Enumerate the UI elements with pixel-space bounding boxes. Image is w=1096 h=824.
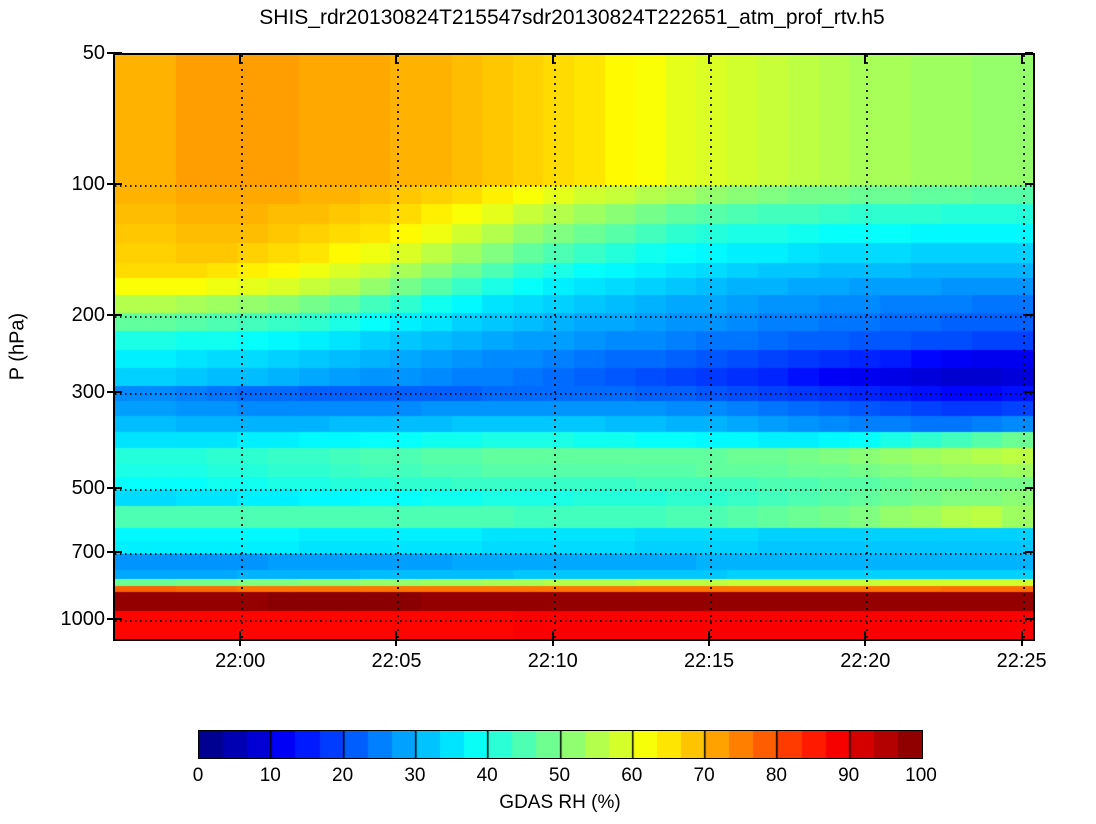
x-tick-label: 22:05 [371,650,422,672]
colorbar-tick-label: 20 [332,765,354,786]
colorbar-tick-label: 40 [476,765,498,786]
x-tick [551,631,554,646]
x-tick-label: 22:00 [215,650,266,672]
y-tick-right [1025,313,1033,316]
x-tick-top [551,55,554,64]
y-tick-right [1025,487,1033,490]
colorbar-tick-label: 50 [548,765,571,786]
colorbar [198,730,923,759]
y-tick [107,313,122,316]
colorbar-tick-label: 30 [404,765,426,786]
y-tick-right [1025,550,1033,553]
x-tick [1020,631,1023,646]
y-tick [107,52,122,54]
y-tick [107,550,122,553]
x-tick-top [708,55,711,64]
x-tick-top [1020,55,1023,64]
y-tick-right [1025,390,1033,393]
x-tick [395,631,398,646]
heatmap-canvas [115,55,1033,639]
x-tick [239,631,242,646]
y-tick [107,617,122,620]
y-tick-right [1025,617,1033,620]
colorbar-tick-label: 80 [765,765,787,786]
plot-area [113,53,1035,641]
y-tick-label: 100 [71,172,105,195]
x-tick-top [395,55,398,64]
x-tick-top [239,55,242,64]
y-axis-label: P (hPa) [6,312,29,381]
y-tick-label: 300 [71,380,105,403]
y-tick [107,487,122,490]
y-tick-right [1025,52,1033,54]
x-tick-top [864,55,867,64]
colorbar-tick-label: 60 [621,765,643,786]
colorbar-tick-label: 70 [693,765,715,786]
y-tick-right [1025,182,1033,185]
y-tick-label: 50 [82,42,105,64]
x-tick-label: 22:15 [684,650,735,672]
y-tick-label: 200 [71,303,105,326]
x-tick-label: 22:10 [527,650,578,672]
colorbar-tick-label: 90 [838,765,860,786]
x-tick-label: 22:20 [840,650,891,672]
y-tick [107,390,122,393]
x-tick [708,631,711,646]
plot-title: SHIS_rdr20130824T215547sdr20130824T22265… [259,6,885,29]
colorbar-tick-label: 0 [192,765,204,786]
y-tick-label: 500 [71,477,105,500]
x-tick-label: 22:25 [996,650,1047,672]
y-tick-label: 1000 [60,607,106,630]
x-tick [864,631,867,646]
colorbar-canvas [199,731,922,758]
colorbar-tick-label: 100 [905,765,937,786]
colorbar-label: GDAS RH (%) [499,792,621,813]
y-tick-label: 700 [71,540,105,563]
y-tick [107,182,122,185]
colorbar-tick-label: 10 [259,765,281,786]
